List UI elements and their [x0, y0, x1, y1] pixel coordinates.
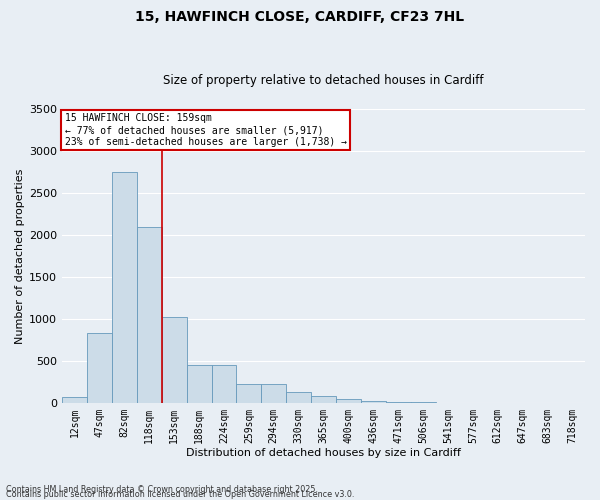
- Bar: [212, 365, 236, 403]
- Bar: [386, 402, 411, 403]
- Bar: [411, 402, 436, 403]
- Bar: [87, 332, 112, 403]
- Bar: [236, 384, 262, 403]
- Y-axis label: Number of detached properties: Number of detached properties: [15, 168, 25, 344]
- Text: 15, HAWFINCH CLOSE, CARDIFF, CF23 7HL: 15, HAWFINCH CLOSE, CARDIFF, CF23 7HL: [136, 10, 464, 24]
- Bar: [62, 397, 87, 403]
- Text: Contains public sector information licensed under the Open Government Licence v3: Contains public sector information licen…: [6, 490, 355, 499]
- X-axis label: Distribution of detached houses by size in Cardiff: Distribution of detached houses by size …: [186, 448, 461, 458]
- Bar: [112, 172, 137, 403]
- Bar: [336, 399, 361, 403]
- Bar: [187, 364, 212, 403]
- Title: Size of property relative to detached houses in Cardiff: Size of property relative to detached ho…: [163, 74, 484, 87]
- Text: 15 HAWFINCH CLOSE: 159sqm
← 77% of detached houses are smaller (5,917)
23% of se: 15 HAWFINCH CLOSE: 159sqm ← 77% of detac…: [65, 114, 347, 146]
- Bar: [361, 400, 386, 403]
- Bar: [137, 226, 162, 403]
- Text: Contains HM Land Registry data © Crown copyright and database right 2025.: Contains HM Land Registry data © Crown c…: [6, 484, 318, 494]
- Bar: [162, 318, 187, 403]
- Bar: [262, 384, 286, 403]
- Bar: [311, 396, 336, 403]
- Bar: [286, 392, 311, 403]
